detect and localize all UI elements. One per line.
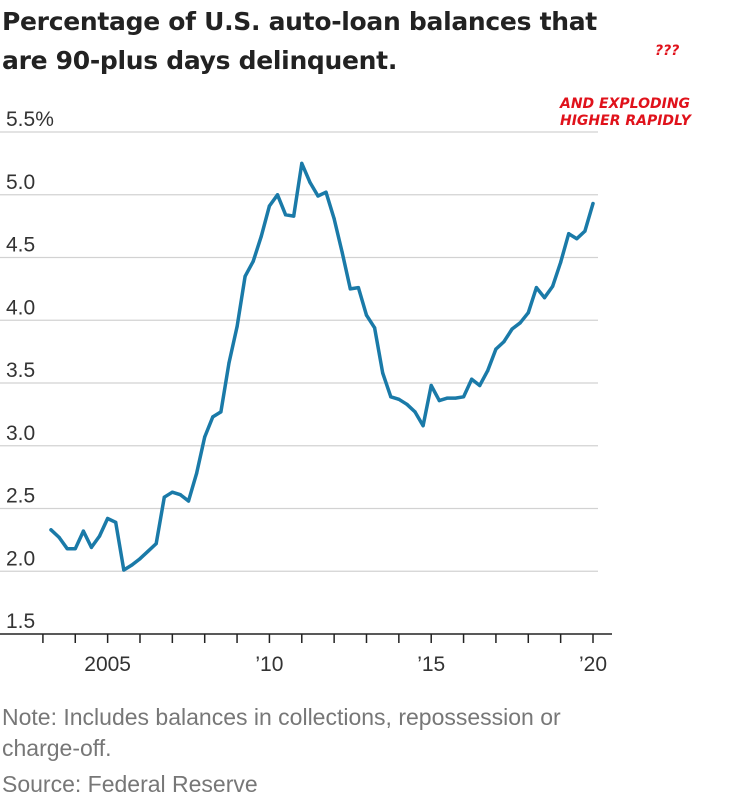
data-point <box>332 216 336 221</box>
y-tick-label: 4.0 <box>6 296 35 319</box>
data-point <box>243 274 247 278</box>
data-point <box>518 321 522 325</box>
y-tick-label: 5.0 <box>6 171 35 194</box>
data-point <box>114 520 118 524</box>
x-axis: 2005 ’10 ’15 ’20 <box>0 633 612 676</box>
data-point <box>542 296 547 300</box>
data-point <box>429 383 433 388</box>
y-tick-label: 3.5 <box>6 359 35 382</box>
data-point <box>437 398 441 403</box>
data-point <box>453 396 458 400</box>
data-point <box>65 547 69 551</box>
x-tick-label: ’20 <box>579 653 607 676</box>
data-point <box>138 557 142 561</box>
series-layer <box>49 161 595 572</box>
data-point <box>267 204 272 208</box>
data-point <box>211 415 215 419</box>
chart-source: Source: Federal Reserve <box>2 771 258 797</box>
data-point <box>154 542 158 546</box>
data-point <box>106 516 110 521</box>
data-point <box>130 563 134 567</box>
annotation-line-2: HIGHER RAPIDLY <box>560 113 691 129</box>
y-axis-tick-labels: 1.5 2.0 2.5 3.0 3.5 4.0 4.5 5.0 5.5% <box>6 108 54 633</box>
data-point <box>461 395 466 399</box>
data-point <box>235 324 239 329</box>
x-tick-label: ’15 <box>417 653 445 676</box>
data-point <box>494 347 498 351</box>
y-tick-label: 1.5 <box>6 610 35 633</box>
data-point <box>170 490 174 494</box>
data-point <box>559 260 563 265</box>
data-point <box>397 397 401 401</box>
data-point <box>502 339 506 344</box>
data-point <box>550 284 555 288</box>
data-point <box>316 194 320 198</box>
data-point <box>534 286 538 290</box>
data-point <box>575 237 579 241</box>
data-point <box>162 495 166 499</box>
data-point <box>421 424 425 428</box>
data-point <box>510 327 514 331</box>
data-point <box>308 180 312 184</box>
data-point <box>324 190 328 194</box>
data-point <box>57 535 61 539</box>
y-tick-label: 5.5% <box>6 108 54 131</box>
annotation-line-1: AND EXPLODING <box>560 96 691 112</box>
data-point <box>372 326 377 330</box>
data-point <box>292 214 296 218</box>
data-point <box>364 313 369 317</box>
data-point <box>389 395 393 399</box>
annotation-exploding: AND EXPLODING HIGHER RAPIDLY <box>560 96 691 130</box>
y-tick-label: 2.5 <box>6 485 35 508</box>
data-point <box>486 368 490 373</box>
y-tick-label: 3.0 <box>6 422 35 445</box>
data-point <box>300 161 304 165</box>
data-point <box>348 287 352 291</box>
data-point <box>195 471 199 475</box>
data-point <box>81 529 85 533</box>
data-point <box>381 371 385 375</box>
data-point <box>259 234 263 238</box>
y-tick-label: 2.0 <box>6 547 35 570</box>
data-point <box>203 435 207 439</box>
data-point <box>89 545 94 550</box>
chart-title: Percentage of U.S. auto-loan balances th… <box>2 7 597 75</box>
data-point <box>445 396 449 400</box>
data-point <box>413 410 417 414</box>
data-point <box>356 286 361 290</box>
data-point <box>526 311 530 315</box>
gridlines <box>0 131 598 572</box>
data-point <box>97 534 102 538</box>
x-tick-label: ’10 <box>255 653 283 676</box>
data-point <box>340 250 344 255</box>
data-point <box>49 528 53 532</box>
data-point <box>146 549 150 553</box>
data-point <box>73 547 77 551</box>
data-point <box>591 201 595 206</box>
series-line-0 <box>49 161 595 572</box>
data-point <box>275 193 280 197</box>
y-tick-label: 4.5 <box>6 234 35 257</box>
data-point <box>227 361 231 365</box>
data-point <box>283 213 288 217</box>
x-tick-label: 2005 <box>84 653 131 676</box>
data-point <box>478 383 482 388</box>
data-point <box>405 402 409 406</box>
data-point <box>186 499 191 503</box>
data-point <box>470 377 474 381</box>
data-point <box>219 410 223 414</box>
line-chart: 1.5 2.0 2.5 3.0 3.5 4.0 4.5 5.0 5.5% 2005 ’10 ’15 ’… <box>0 108 612 676</box>
data-point <box>178 493 183 497</box>
annotation-question-marks: ??? <box>655 43 680 59</box>
chart-note: Note: Includes balances in collections, … <box>2 704 561 761</box>
data-point <box>251 259 255 263</box>
data-point <box>122 568 126 572</box>
data-point <box>583 229 587 233</box>
data-point <box>567 232 571 236</box>
